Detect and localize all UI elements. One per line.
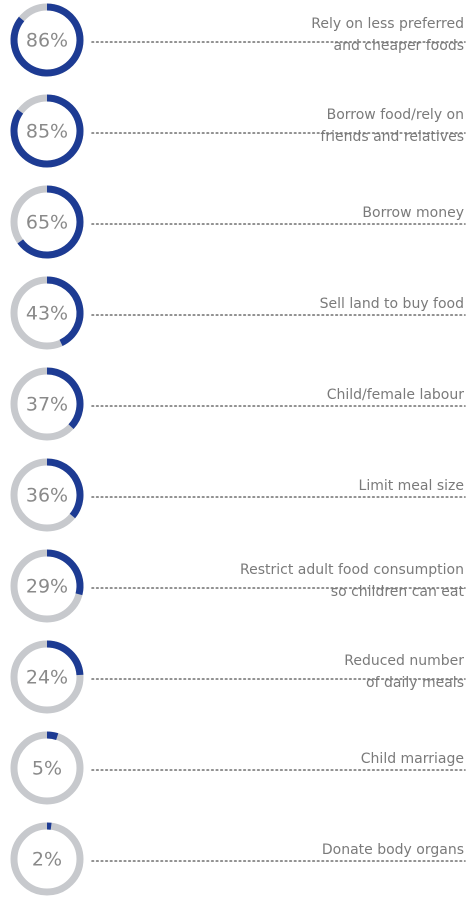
ring-value bbox=[46, 367, 84, 429]
value-label: 2% bbox=[32, 849, 62, 871]
value-label: 24% bbox=[26, 667, 68, 689]
category-label: Child marriage bbox=[361, 751, 464, 767]
ring-value bbox=[10, 94, 84, 168]
ring-value bbox=[46, 458, 84, 519]
ring-value bbox=[10, 3, 84, 77]
category-label: Borrow money bbox=[362, 205, 464, 221]
value-label: 5% bbox=[32, 758, 62, 780]
category-label: Rely on less preferred bbox=[311, 16, 464, 32]
value-label: 86% bbox=[26, 30, 68, 52]
category-label: Donate body organs bbox=[322, 842, 464, 858]
category-label: so children can eat bbox=[331, 584, 465, 600]
category-label: and cheaper foods bbox=[334, 38, 465, 54]
value-label: 43% bbox=[26, 303, 68, 325]
category-label: Limit meal size bbox=[359, 478, 464, 494]
ring-value bbox=[17, 185, 84, 259]
value-label: 65% bbox=[26, 212, 68, 234]
value-label: 29% bbox=[26, 576, 68, 598]
ring-value bbox=[46, 549, 84, 596]
ring-value bbox=[46, 640, 84, 676]
value-label: 36% bbox=[26, 485, 68, 507]
category-label: friends and relatives bbox=[320, 129, 464, 145]
category-label: Child/female labour bbox=[327, 387, 465, 403]
category-label: Restrict adult food consumption bbox=[240, 562, 464, 578]
value-label: 85% bbox=[26, 121, 68, 143]
category-label: Sell land to buy food bbox=[320, 296, 464, 312]
ring-value bbox=[46, 731, 59, 740]
category-label: Reduced number bbox=[344, 653, 464, 669]
category-label: of daily meals bbox=[366, 675, 464, 691]
category-label: Borrow food/rely on bbox=[327, 107, 464, 123]
ring-value bbox=[46, 276, 84, 347]
value-label: 37% bbox=[26, 394, 68, 416]
